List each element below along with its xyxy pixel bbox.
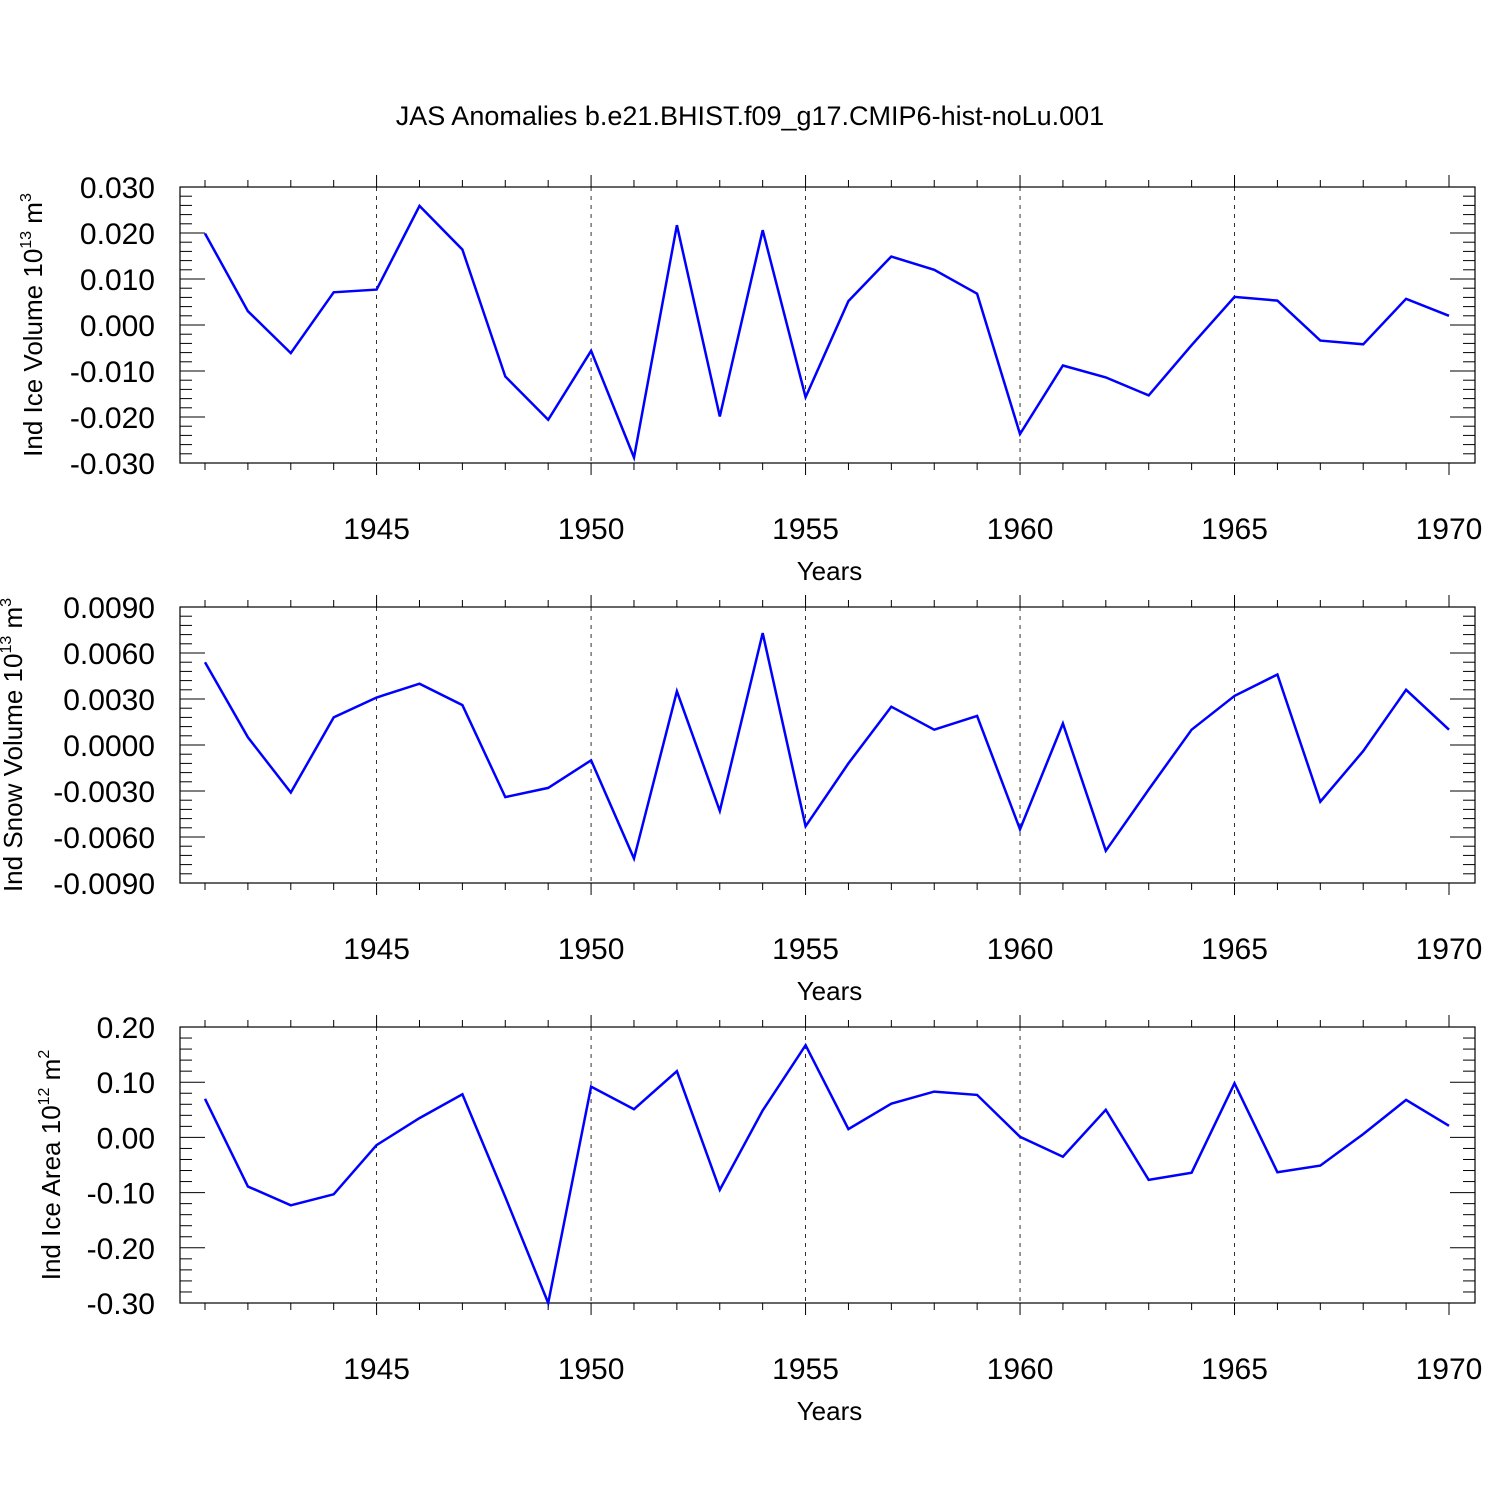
y-tick-label: -0.10 (87, 1178, 155, 1211)
chart-panel-3: -0.30 -0.20 -0.10 0.00 0.10 0.20 1945 1950 1955 1… (36, 1012, 1482, 1426)
x-tick-label: 1965 (1201, 513, 1268, 546)
x-tick-label: 1955 (772, 933, 839, 966)
series-line (203, 203, 1450, 462)
y-tick-label: 0.0060 (63, 638, 155, 671)
y-tick-label: 0.0000 (63, 730, 155, 763)
x-axis-title: Years (797, 1396, 863, 1426)
x-tick-label: 1960 (987, 513, 1054, 546)
series-line (203, 632, 1450, 863)
x-tick-label: 1970 (1416, 513, 1483, 546)
chart-panel-2: -0.0090 -0.0060 -0.0030 0.0000 0.0030 0.0060 0… (0, 592, 1482, 1006)
y-tick-label: 0.010 (80, 264, 155, 297)
x-tick-label: 1960 (987, 933, 1054, 966)
plot-frame (179, 1026, 1476, 1304)
x-tick-label: 1950 (558, 933, 625, 966)
panels: -0.030 -0.020 -0.010 0.000 0.010 0.020 0.030 19… (0, 172, 1482, 1426)
chart-panel-1: -0.030 -0.020 -0.010 0.000 0.010 0.020 0.030 19… (18, 172, 1482, 586)
figure-title: JAS Anomalies b.e21.BHIST.f09_g17.CMIP6-… (396, 101, 1104, 131)
x-tick-label: 1965 (1201, 1353, 1268, 1386)
x-tick-label: 1965 (1201, 933, 1268, 966)
x-tick-label: 1970 (1416, 1353, 1483, 1386)
y-axis-title: Ind Ice Volume 1013 m3 (18, 193, 48, 457)
y-tick-label: -0.010 (70, 356, 155, 389)
y-tick-label: -0.0060 (53, 822, 155, 855)
y-tick-label: 0.20 (97, 1012, 155, 1045)
y-tick-label: 0.0090 (63, 592, 155, 625)
x-tick-label: 1945 (343, 513, 410, 546)
x-axis-title: Years (797, 976, 863, 1006)
x-tick-label: 1955 (772, 513, 839, 546)
x-tick-label: 1970 (1416, 933, 1483, 966)
y-tick-label: 0.030 (80, 172, 155, 205)
x-tick-label: 1960 (987, 1353, 1054, 1386)
x-tick-label: 1945 (343, 1353, 410, 1386)
y-axis-title: Ind Snow Volume 1013 m3 (0, 598, 28, 892)
y-tick-label: -0.0090 (53, 868, 155, 901)
y-tick-label: 0.00 (97, 1122, 155, 1155)
y-tick-label: 0.000 (80, 310, 155, 343)
y-axis-title: Ind Ice Area 1012 m2 (36, 1050, 66, 1281)
series-line (203, 1042, 1450, 1308)
y-tick-label: -0.030 (70, 448, 155, 481)
y-tick-label: 0.0030 (63, 684, 155, 717)
y-tick-label: 0.020 (80, 218, 155, 251)
y-tick-label: 0.10 (97, 1067, 155, 1100)
x-tick-label: 1955 (772, 1353, 839, 1386)
x-tick-label: 1950 (558, 1353, 625, 1386)
x-tick-label: 1950 (558, 513, 625, 546)
y-tick-label: -0.20 (87, 1233, 155, 1266)
x-tick-label: 1945 (343, 933, 410, 966)
x-axis-title: Years (797, 556, 863, 586)
y-tick-label: -0.020 (70, 402, 155, 435)
y-tick-label: -0.0030 (53, 776, 155, 809)
y-tick-label: -0.30 (87, 1288, 155, 1321)
